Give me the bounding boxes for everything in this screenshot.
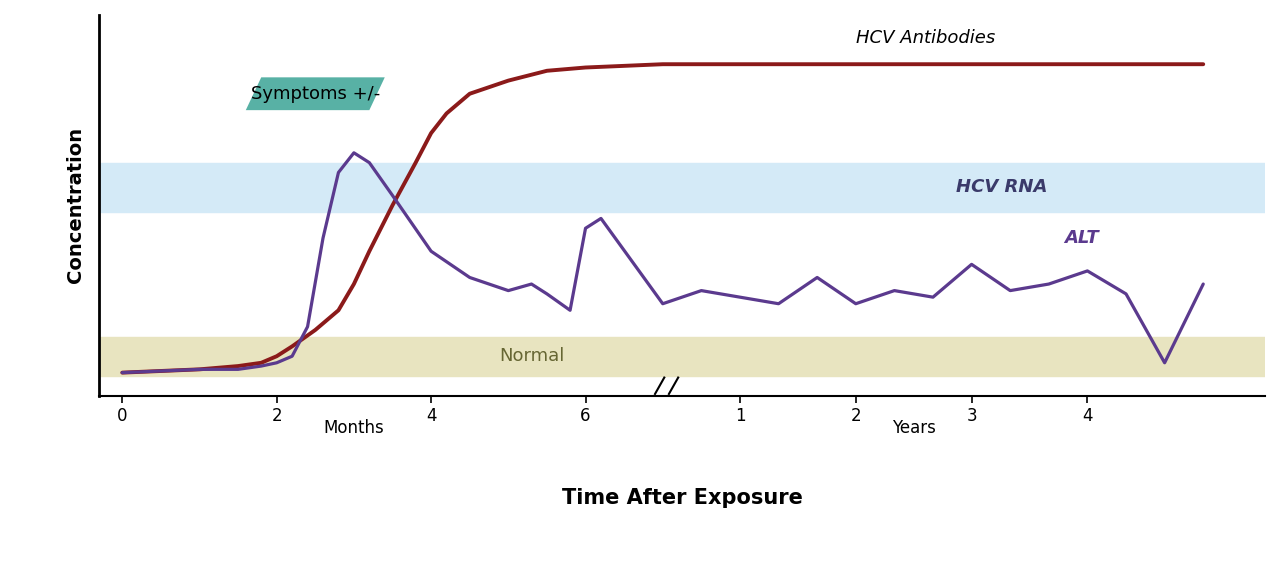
X-axis label: Time After Exposure: Time After Exposure [562, 488, 803, 508]
Y-axis label: Concentration: Concentration [67, 127, 86, 284]
Text: Symptoms +/-: Symptoms +/- [251, 85, 380, 103]
Text: ALT: ALT [1064, 229, 1098, 247]
Text: Years: Years [892, 418, 936, 436]
Text: HCV Antibodies: HCV Antibodies [856, 29, 995, 47]
PathPatch shape [246, 77, 385, 110]
Text: Months: Months [324, 418, 384, 436]
Text: Normal: Normal [499, 347, 564, 365]
Text: HCV RNA: HCV RNA [956, 178, 1047, 196]
Bar [99, 163, 1265, 212]
Bar [99, 336, 1265, 376]
